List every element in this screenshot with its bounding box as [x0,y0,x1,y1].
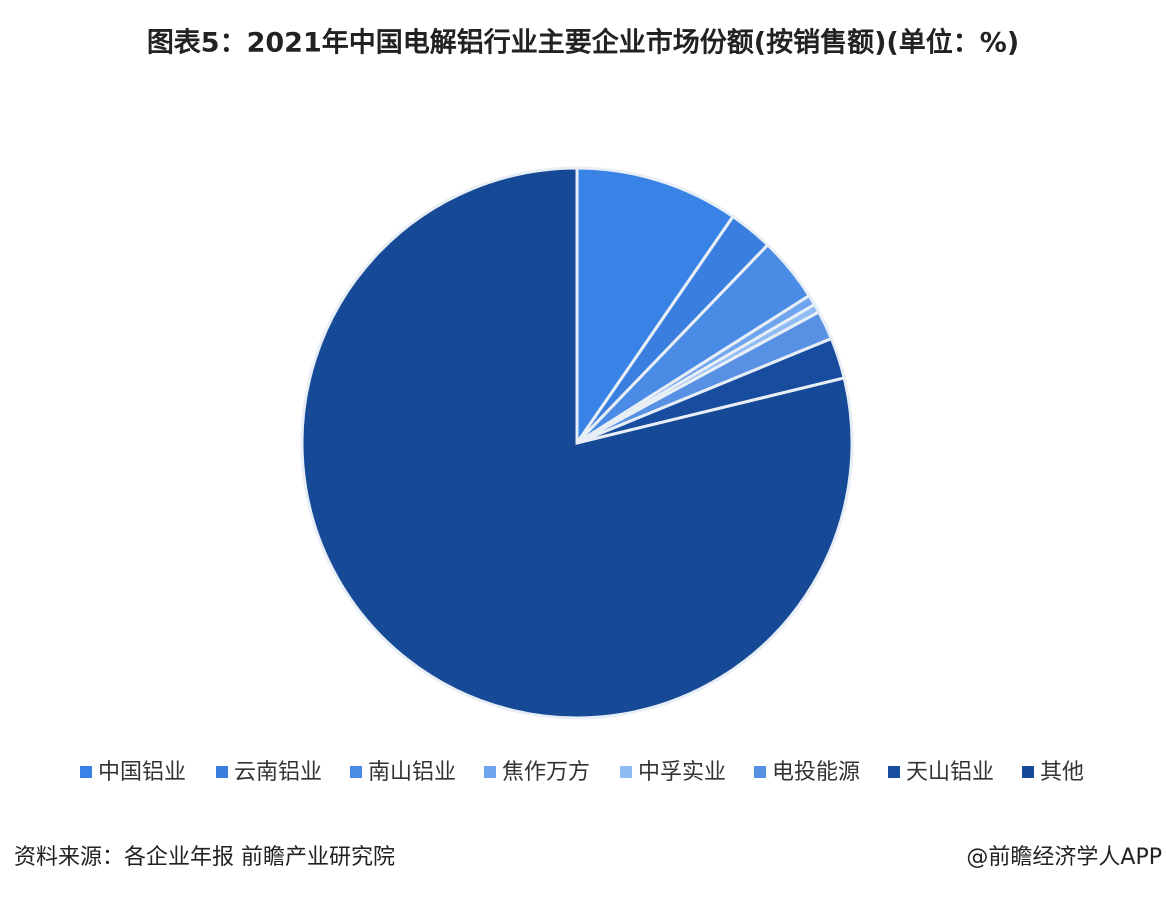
pie-slice [300,166,854,720]
legend-label: 其他 [1040,760,1084,785]
legend-swatch [80,766,92,778]
legend-swatch [484,766,496,778]
legend: 中国铝业 云南铝业 南山铝业 焦作万方 中孚实业 电投能源 天山铝业 其他 [80,760,1084,785]
chart-title: 图表5：2021年中国电解铝行业主要企业市场份额(按销售额)(单位：%) [147,27,1019,59]
legend-label: 焦作万方 [502,760,590,785]
legend-swatch [620,766,632,778]
legend-swatch [216,766,228,778]
pie-slice [575,166,736,448]
legend-label: 中孚实业 [638,760,726,785]
legend-label: 电投能源 [772,760,860,785]
legend-swatch [888,766,900,778]
legend-swatch [1022,766,1034,778]
legend-swatch [350,766,362,778]
credit: @前瞻经济学人APP [966,845,1162,870]
legend-label: 天山铝业 [906,760,994,785]
legend-swatch [754,766,766,778]
source: 资料来源：各企业年报 前瞻产业研究院 [14,845,395,870]
pie [300,166,854,720]
legend-label: 中国铝业 [98,760,186,785]
legend-label: 南山铝业 [368,760,456,785]
legend-label: 云南铝业 [234,760,322,785]
